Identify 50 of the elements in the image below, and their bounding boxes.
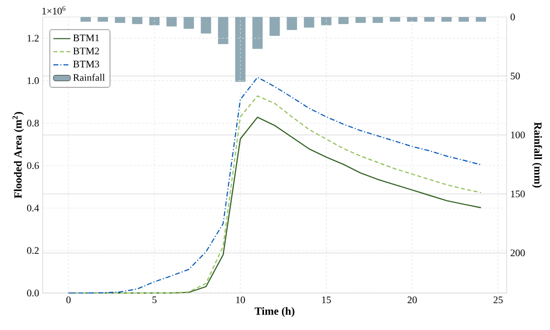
y-tick-label: 0.4 (27, 204, 40, 212)
bar (114, 17, 126, 23)
bar (304, 17, 314, 28)
x-tick-label: 25 (494, 296, 503, 304)
bar (407, 17, 418, 22)
legend-label: BTM1 (73, 34, 99, 42)
bar (235, 17, 246, 82)
y2-tick-label: 0 (510, 14, 515, 20)
bar (98, 17, 108, 22)
bar (372, 17, 383, 23)
bar (132, 17, 142, 24)
x-tick-label: 20 (408, 296, 417, 304)
y-tick-label: 0.0 (27, 290, 39, 296)
y-tick-label: 1.2 (28, 34, 39, 42)
bar (338, 17, 349, 24)
legend-label: BTM3 (73, 60, 100, 68)
bar (218, 17, 228, 44)
bar (252, 17, 263, 49)
x-tick-label: 5 (152, 296, 157, 304)
x-tick-label: 0 (66, 296, 71, 304)
bar (458, 17, 469, 22)
y-tick-label: 0.2 (27, 247, 39, 254)
x-tick-label: 15 (322, 296, 331, 304)
y2-tick-label: 100 (511, 132, 525, 138)
bar (270, 17, 280, 36)
bar (390, 17, 400, 22)
legend-label: BTM2 (73, 48, 99, 54)
y2-tick-label: 50 (510, 72, 520, 80)
bar (149, 17, 160, 26)
bar (286, 17, 298, 30)
x-axis-title: Time (h) (254, 307, 294, 318)
bar (80, 17, 91, 22)
x-tick-label: 10 (236, 296, 245, 304)
y2-tick-label: 200 (510, 250, 525, 256)
y2-axis-title: Rainfall (mm) (532, 122, 542, 188)
bar (321, 17, 332, 26)
bar (166, 17, 177, 26)
bar (476, 17, 486, 22)
bar (184, 17, 194, 29)
y2-tick-label: 150 (511, 190, 525, 198)
y-axis-title: Flooded Area (m$^{2}$) (12, 112, 24, 198)
bar (200, 17, 212, 34)
bar (355, 17, 366, 23)
y-tick-label: 0.6 (27, 162, 39, 169)
legend-label: Rainfall (73, 74, 105, 81)
text: 1×10$^{6}$ (42, 6, 66, 14)
y-tick-label: 0.8 (27, 120, 39, 127)
y-tick-label: 1.0 (28, 77, 39, 84)
bar (424, 17, 435, 22)
bar (441, 17, 452, 22)
